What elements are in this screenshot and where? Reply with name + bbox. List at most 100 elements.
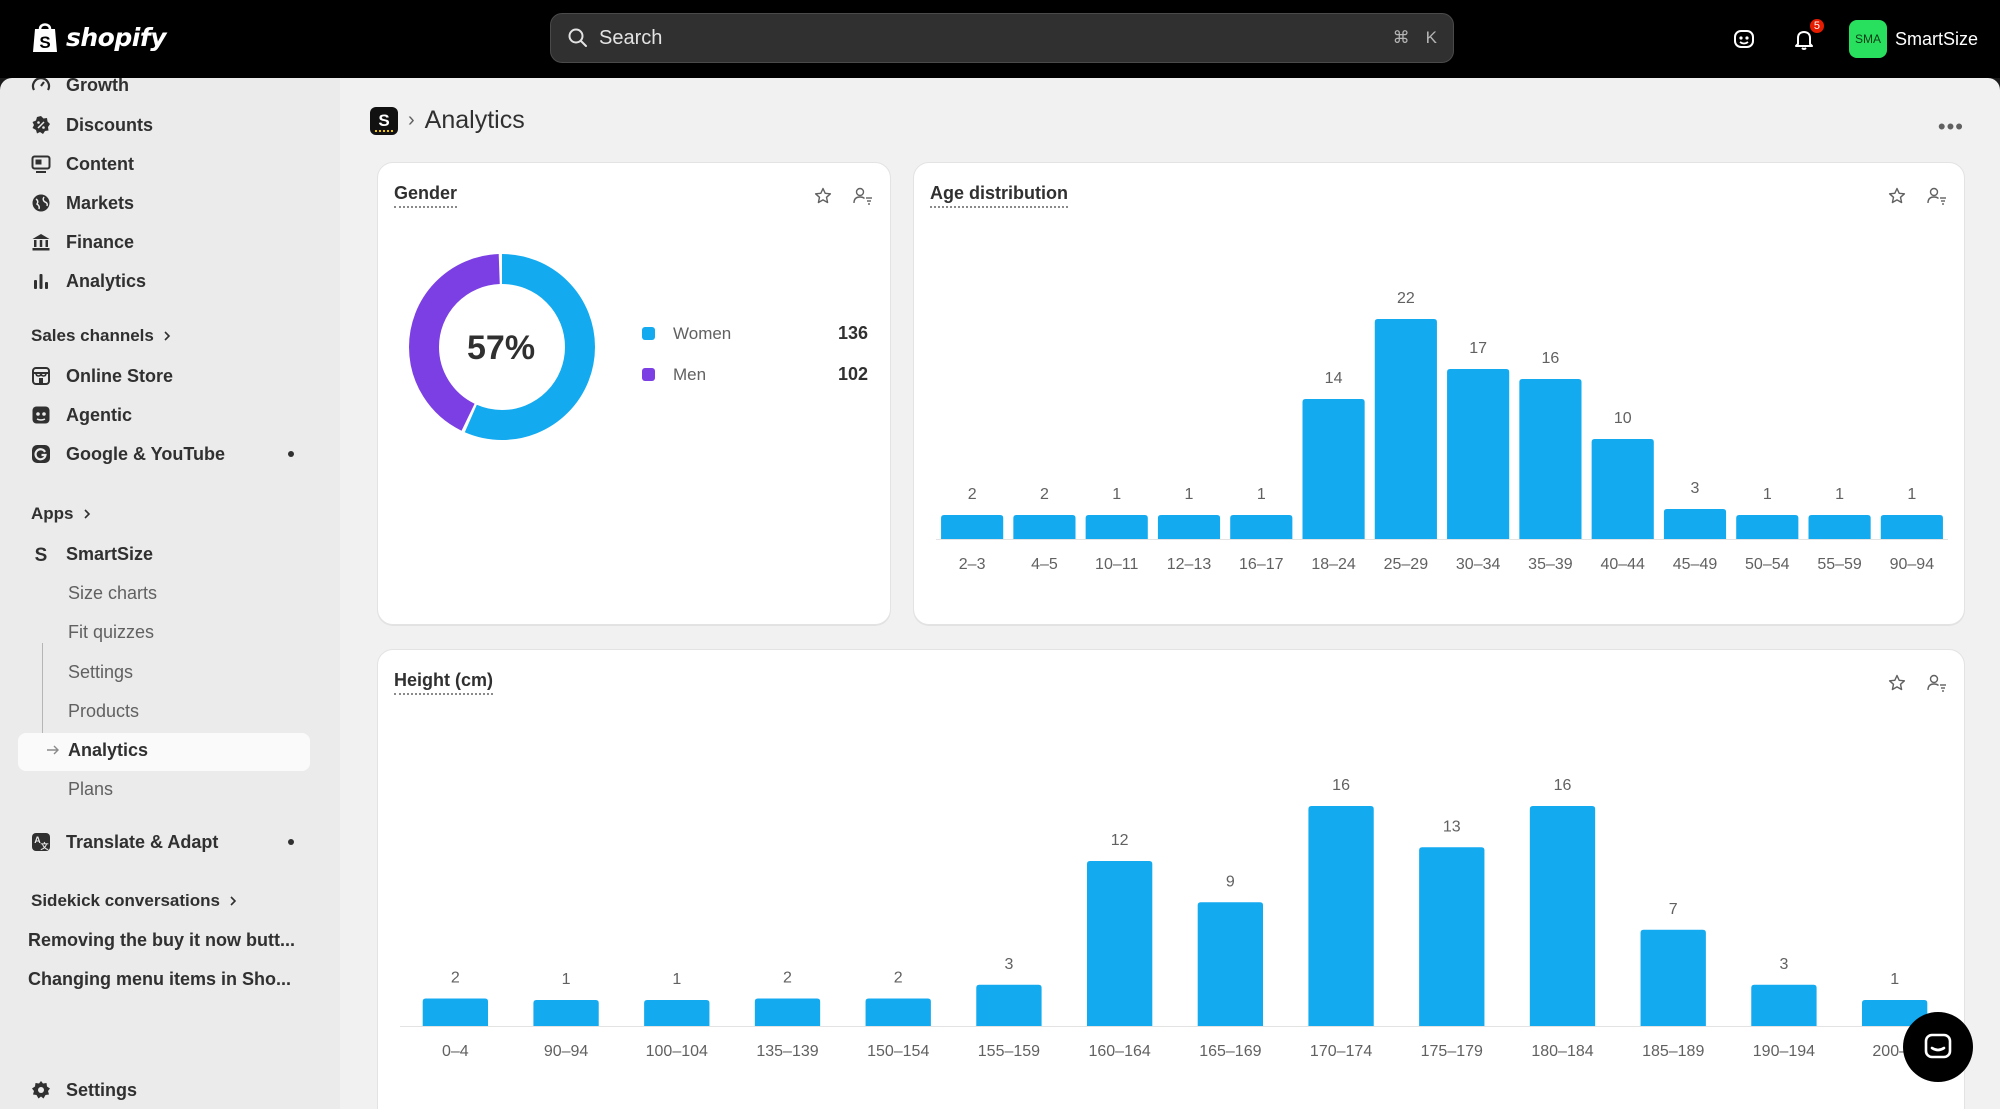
store-switcher[interactable]: SMA SmartSize	[1848, 20, 1978, 58]
legend-label: Men	[673, 364, 707, 384]
x-tick-label: 150–154	[867, 1043, 929, 1060]
bar[interactable]	[1880, 515, 1943, 539]
sidebar-subitem-fit-quizzes[interactable]: Fit quizzes	[68, 622, 155, 642]
legend-item-women[interactable]: Women 136	[642, 323, 868, 344]
bar[interactable]	[1736, 515, 1799, 539]
chevron-right-icon	[83, 509, 90, 519]
sidebar-item-label: Markets	[66, 192, 135, 213]
x-tick-label: 0–4	[442, 1043, 469, 1060]
bar[interactable]	[1230, 515, 1293, 539]
x-tick-label: 12–13	[1167, 556, 1212, 573]
bar[interactable]	[422, 998, 489, 1027]
sidebar-item-discounts[interactable]: Discounts	[18, 106, 310, 144]
app-icon[interactable]: S	[370, 106, 398, 135]
bar-chart-icon	[30, 270, 52, 292]
star-icon[interactable]	[812, 185, 834, 207]
apps-heading[interactable]: Apps	[31, 504, 92, 524]
star-icon[interactable]	[1886, 185, 1908, 207]
sidekick-conversations-label: Sidekick conversations	[31, 891, 220, 910]
bar[interactable]	[1529, 806, 1596, 1026]
chat-launcher-button[interactable]	[1903, 1012, 1973, 1082]
sidekick-icon[interactable]	[1729, 24, 1759, 54]
sidebar-item-finance[interactable]: Finance	[18, 223, 310, 261]
more-actions-button[interactable]: •••	[1937, 114, 1964, 139]
bar[interactable]	[941, 515, 1004, 539]
search-placeholder: Search	[599, 26, 663, 49]
bar[interactable]	[1808, 515, 1871, 539]
sidebar-item-online-store[interactable]: Online Store	[18, 357, 310, 395]
bar[interactable]	[1197, 902, 1264, 1026]
sidebar-item-agentic[interactable]: Agentic	[18, 396, 310, 434]
sidebar-subitem-products[interactable]: Products	[68, 701, 140, 721]
height-bar-chart: 2 0–4 1 90–94 1 100–104 2 135–139 2 150–154 3 155–1…	[400, 777, 1950, 1060]
bar[interactable]	[1663, 509, 1727, 539]
sidebar-item-label: Online Store	[66, 365, 174, 386]
donut-slice-men[interactable]	[409, 254, 595, 440]
bar[interactable]	[865, 998, 931, 1027]
x-tick-label: 90–94	[544, 1043, 589, 1060]
bar[interactable]	[1447, 369, 1510, 539]
sidebar-subitem-analytics[interactable]: Analytics	[68, 740, 149, 760]
shopify-logo[interactable]: S shopify	[30, 20, 167, 54]
sidebar-subitem-size-charts[interactable]: Size charts	[68, 583, 158, 603]
data-label: 9	[1226, 873, 1235, 890]
bar[interactable]	[1308, 806, 1374, 1026]
bar[interactable]	[1013, 515, 1076, 539]
data-label: 17	[1469, 340, 1487, 357]
sidebar-item-analytics[interactable]: Analytics	[18, 262, 310, 300]
sidebar-item-settings[interactable]: Settings	[18, 1071, 310, 1109]
sidebar-subitem-settings[interactable]: Settings	[68, 662, 134, 682]
bar[interactable]	[1861, 1000, 1928, 1026]
bar[interactable]	[1374, 319, 1437, 539]
sales-channels-heading[interactable]: Sales channels	[31, 326, 172, 346]
height-card-title[interactable]: Height (cm)	[394, 670, 493, 695]
notification-bell-icon[interactable]: 5	[1789, 18, 1825, 54]
sidekick-conversations-heading[interactable]: Sidekick conversations	[31, 891, 238, 911]
sidebar-item-content[interactable]: Content	[18, 145, 310, 183]
star-icon[interactable]	[1886, 672, 1908, 694]
sidebar-item-growth[interactable]: Growth	[18, 78, 310, 104]
sidebar-subitem-plans[interactable]: Plans	[68, 779, 114, 799]
apps-label: Apps	[31, 504, 74, 523]
conversation-item[interactable]: Removing the buy it now butt...	[28, 930, 295, 950]
bar[interactable]	[1640, 929, 1706, 1026]
sidebar-item-label: Finance	[66, 231, 135, 252]
breadcrumb: S › Analytics	[370, 106, 525, 135]
x-tick-label: 135–139	[756, 1043, 818, 1060]
donut-slice-women[interactable]	[409, 254, 595, 440]
data-label: 2	[451, 970, 460, 987]
bar[interactable]	[1085, 515, 1148, 539]
gender-card-title[interactable]: Gender	[394, 183, 458, 208]
bar[interactable]	[1519, 379, 1582, 539]
bar[interactable]	[1157, 515, 1221, 539]
bar[interactable]	[533, 1000, 599, 1026]
bar[interactable]	[976, 984, 1042, 1026]
bar[interactable]	[1751, 984, 1817, 1026]
search-icon	[568, 28, 587, 47]
bar[interactable]	[1302, 399, 1365, 539]
bar[interactable]	[1419, 847, 1485, 1026]
sidebar-item-google-youtube[interactable]: Google & YouTube	[18, 435, 310, 473]
breadcrumb-separator: ›	[408, 109, 415, 131]
conversation-item[interactable]: Changing menu items in Sho...	[28, 969, 292, 989]
svg-text:文: 文	[41, 841, 50, 851]
active-item-highlight	[18, 733, 310, 771]
user-filter-icon[interactable]	[852, 185, 874, 207]
bar[interactable]	[1591, 439, 1654, 539]
user-filter-icon[interactable]	[1926, 672, 1948, 694]
user-filter-icon[interactable]	[1926, 185, 1948, 207]
page-title: Analytics	[424, 106, 525, 134]
legend-item-men[interactable]: Men 102	[642, 364, 868, 385]
sidebar-item-markets[interactable]: Markets	[18, 184, 310, 222]
bar[interactable]	[644, 1000, 710, 1026]
data-label: 22	[1397, 290, 1415, 307]
sidebar-item-smartsize[interactable]: S SmartSize	[18, 535, 310, 573]
bar[interactable]	[1086, 861, 1153, 1026]
bar[interactable]	[754, 998, 821, 1027]
x-tick-label: 30–34	[1456, 556, 1501, 573]
age-card-title[interactable]: Age distribution	[930, 183, 1068, 208]
svg-text:A: A	[34, 835, 41, 845]
search-bar[interactable]: Search ⌘ K	[550, 13, 1454, 63]
